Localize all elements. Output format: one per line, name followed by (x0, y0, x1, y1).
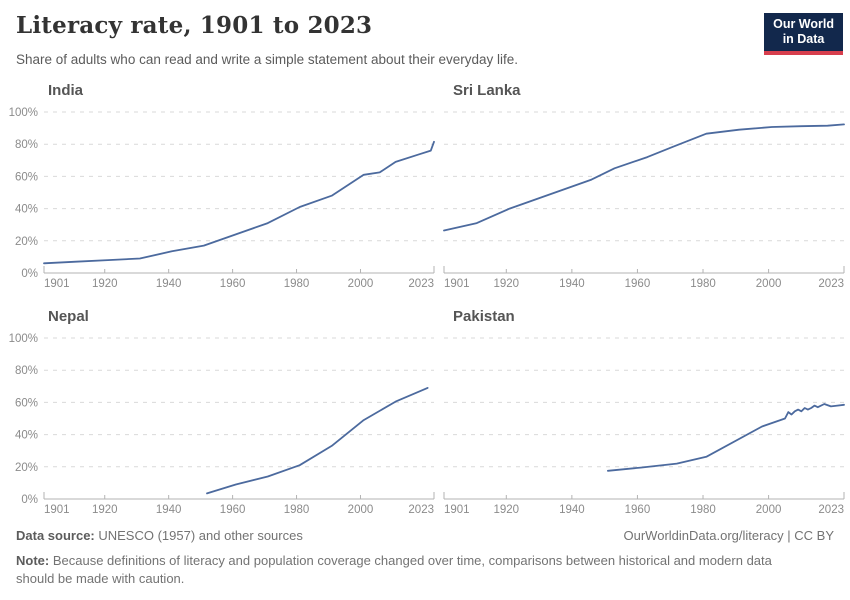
footer-note: Note: Because definitions of literacy an… (16, 553, 772, 587)
y-axis-label: 80% (15, 365, 38, 377)
x-axis-label: 2023 (818, 504, 844, 516)
x-axis-label: 1980 (284, 504, 310, 516)
owid-logo[interactable]: Our World in Data (764, 13, 843, 55)
pakistan-line-chart: 1901 1920 1940 1960 1980 2000 2023 (443, 337, 845, 516)
x-axis-label: 1980 (284, 278, 310, 290)
data-line (606, 403, 845, 472)
x-axis-label: 1940 (559, 504, 585, 516)
panel-title-pakistan: Pakistan (453, 308, 515, 325)
x-axis-label: 1920 (493, 504, 519, 516)
x-axis-label: 2000 (756, 278, 782, 290)
x-axis-label: 1980 (690, 504, 716, 516)
sri-lanka-line-chart: 1901 1920 1940 1960 1980 2000 2023 (443, 111, 845, 290)
owid-logo-line2: in Data (782, 31, 825, 46)
y-axis-label: 40% (15, 430, 38, 442)
x-axis-label: 1960 (625, 278, 651, 290)
data-source-label: Data source: (16, 528, 95, 543)
x-axis-label: 1940 (156, 504, 182, 516)
data-line (206, 387, 429, 495)
y-axis-label: 20% (15, 462, 38, 474)
data-source-text: Data source: UNESCO (1957) and other sou… (16, 528, 303, 543)
chart-footer: Data source: UNESCO (1957) and other sou… (16, 528, 834, 589)
x-axis-label: 2023 (408, 504, 434, 516)
panel-nepal: Nepal 1901 1920 1940 1960 1980 2000 2023 0% 20% 4… (0, 306, 440, 524)
x-axis-label: 1920 (92, 278, 118, 290)
panel-title-nepal: Nepal (48, 308, 89, 325)
panel-sri-lanka: Sri Lanka 1901 1920 1940 1960 1980 2000 2023 (440, 80, 850, 298)
india-line-chart: 1901 1920 1940 1960 1980 2000 2023 0% 20% 40% 60% 8… (9, 107, 435, 290)
x-axis-label: 1901 (44, 278, 70, 290)
nepal-line-chart: 1901 1920 1940 1960 1980 2000 2023 0% 20% 40% 60% 8… (9, 333, 435, 516)
x-axis-label: 1960 (220, 278, 246, 290)
panel-pakistan: Pakistan 1901 1920 1940 1960 1980 2000 2023 (440, 306, 850, 524)
x-axis-label: 2023 (408, 278, 434, 290)
y-axis-label: 40% (15, 204, 38, 216)
x-axis-label: 2000 (348, 504, 374, 516)
owid-license-link[interactable]: OurWorldinData.org/literacy | CC BY (623, 528, 834, 543)
y-axis-label: 0% (21, 268, 38, 280)
x-axis-label: 1940 (559, 278, 585, 290)
y-axis-label: 80% (15, 139, 38, 151)
panel-title-sri-lanka: Sri Lanka (453, 82, 521, 99)
data-line (43, 140, 435, 265)
note-label: Note: (16, 553, 50, 568)
x-axis-label: 2000 (348, 278, 374, 290)
x-axis-label: 1901 (44, 504, 70, 516)
data-line (443, 123, 845, 232)
x-axis-label: 1940 (156, 278, 182, 290)
x-axis-label: 1960 (625, 504, 651, 516)
x-axis-label: 2023 (818, 278, 844, 290)
x-axis-label: 1920 (493, 278, 519, 290)
x-axis-label: 1920 (92, 504, 118, 516)
x-axis-label: 1980 (690, 278, 716, 290)
owid-logo-line1: Our World (773, 17, 834, 31)
y-axis-label: 0% (21, 494, 38, 506)
y-axis-label: 100% (9, 333, 38, 345)
y-axis-label: 60% (15, 397, 38, 409)
chart-subtitle: Share of adults who can read and write a… (16, 52, 519, 67)
x-axis-label: 1901 (444, 278, 470, 290)
x-axis-label: 1960 (220, 504, 246, 516)
panel-india: India 1901 1920 1940 1960 1980 2000 2023 0% 20% 4… (0, 80, 440, 298)
x-axis-label: 2000 (756, 504, 782, 516)
x-axis-label: 1901 (444, 504, 470, 516)
y-axis-label: 20% (15, 236, 38, 248)
y-axis-label: 60% (15, 171, 38, 183)
y-axis-label: 100% (9, 107, 38, 119)
page-title: Literacy rate, 1901 to 2023 (16, 12, 373, 39)
panel-title-india: India (48, 82, 84, 99)
